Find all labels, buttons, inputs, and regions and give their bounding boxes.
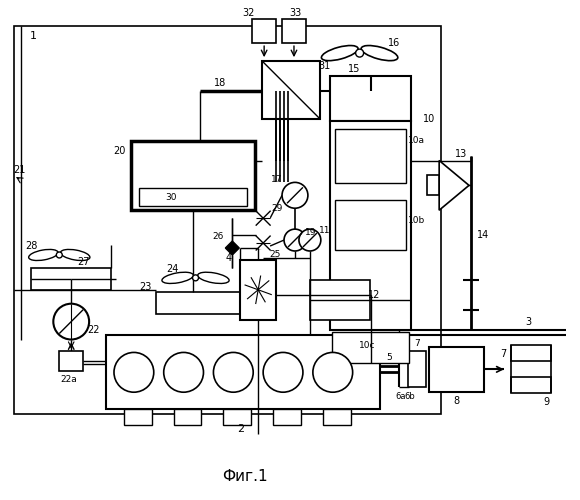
Circle shape	[53, 304, 89, 340]
Text: 33: 33	[289, 8, 301, 18]
Circle shape	[313, 352, 353, 392]
Bar	[511, 346, 550, 362]
Bar	[323, 409, 351, 425]
Bar	[282, 20, 306, 43]
Text: 16: 16	[388, 38, 401, 48]
Circle shape	[263, 352, 303, 392]
Text: 22a: 22a	[61, 375, 78, 384]
Text: 6b: 6b	[404, 392, 415, 400]
Ellipse shape	[321, 46, 358, 60]
Text: Фиг.1: Фиг.1	[223, 469, 268, 484]
Polygon shape	[226, 241, 240, 255]
Text: 23: 23	[140, 282, 152, 292]
Text: 25: 25	[269, 250, 281, 260]
Circle shape	[213, 352, 253, 392]
Bar	[59, 352, 83, 372]
Text: 8: 8	[453, 396, 459, 406]
Text: 27: 27	[77, 257, 89, 267]
Bar	[124, 409, 152, 425]
Text: 5: 5	[386, 353, 392, 362]
Text: 31: 31	[318, 61, 331, 71]
Bar	[332, 332, 409, 364]
Text: 26: 26	[213, 232, 224, 240]
Text: 20: 20	[113, 146, 125, 156]
Text: 24: 24	[166, 264, 179, 274]
Text: 28: 28	[26, 241, 38, 251]
Text: 10c: 10c	[360, 341, 376, 350]
Bar	[13, 26, 441, 414]
Bar	[511, 378, 550, 393]
Text: 29: 29	[271, 204, 283, 212]
Text: 6a: 6a	[395, 392, 405, 400]
Ellipse shape	[60, 250, 90, 260]
Circle shape	[256, 211, 270, 225]
Text: 19: 19	[305, 228, 317, 236]
Text: 4: 4	[225, 253, 231, 263]
Text: 18: 18	[214, 78, 227, 88]
Text: 14: 14	[477, 230, 489, 240]
Bar	[173, 409, 201, 425]
Bar	[429, 348, 484, 392]
Circle shape	[299, 229, 321, 251]
Bar	[223, 409, 251, 425]
Bar	[262, 61, 320, 118]
Circle shape	[356, 49, 364, 57]
Circle shape	[256, 236, 270, 250]
Text: 22: 22	[87, 324, 99, 334]
Text: 32: 32	[242, 8, 255, 18]
Bar	[330, 76, 411, 120]
Bar	[240, 260, 276, 320]
Text: 15: 15	[349, 64, 361, 74]
Text: 2: 2	[237, 424, 244, 434]
Bar	[408, 352, 426, 387]
Text: 9: 9	[543, 397, 550, 407]
Circle shape	[164, 352, 204, 392]
Bar	[156, 292, 240, 314]
Bar	[252, 20, 276, 43]
Circle shape	[284, 229, 306, 251]
Circle shape	[56, 252, 62, 258]
Circle shape	[193, 275, 198, 281]
Text: 12: 12	[368, 290, 380, 300]
Ellipse shape	[28, 250, 58, 260]
Text: 1: 1	[30, 31, 37, 41]
Bar	[335, 200, 407, 250]
Text: 30: 30	[165, 193, 176, 202]
Ellipse shape	[198, 272, 229, 283]
Bar	[427, 176, 439, 196]
Bar	[106, 334, 379, 409]
Polygon shape	[439, 160, 469, 210]
Text: 10: 10	[423, 114, 436, 124]
Text: 3: 3	[525, 316, 532, 326]
Bar	[31, 268, 111, 290]
Bar	[273, 409, 301, 425]
Circle shape	[282, 182, 308, 208]
Text: 7: 7	[415, 339, 420, 348]
Bar	[310, 280, 369, 320]
Ellipse shape	[361, 46, 398, 60]
Text: 11: 11	[319, 226, 331, 234]
Circle shape	[114, 352, 154, 392]
Text: 7: 7	[501, 350, 507, 360]
Text: 13: 13	[455, 148, 467, 158]
Bar	[335, 128, 407, 184]
Text: 17: 17	[271, 175, 283, 184]
Text: 10a: 10a	[408, 136, 425, 145]
Ellipse shape	[162, 272, 193, 283]
Text: 21: 21	[13, 166, 26, 175]
Text: 10b: 10b	[408, 216, 425, 224]
Bar	[139, 188, 247, 206]
Bar	[330, 120, 411, 330]
Bar	[131, 140, 255, 210]
